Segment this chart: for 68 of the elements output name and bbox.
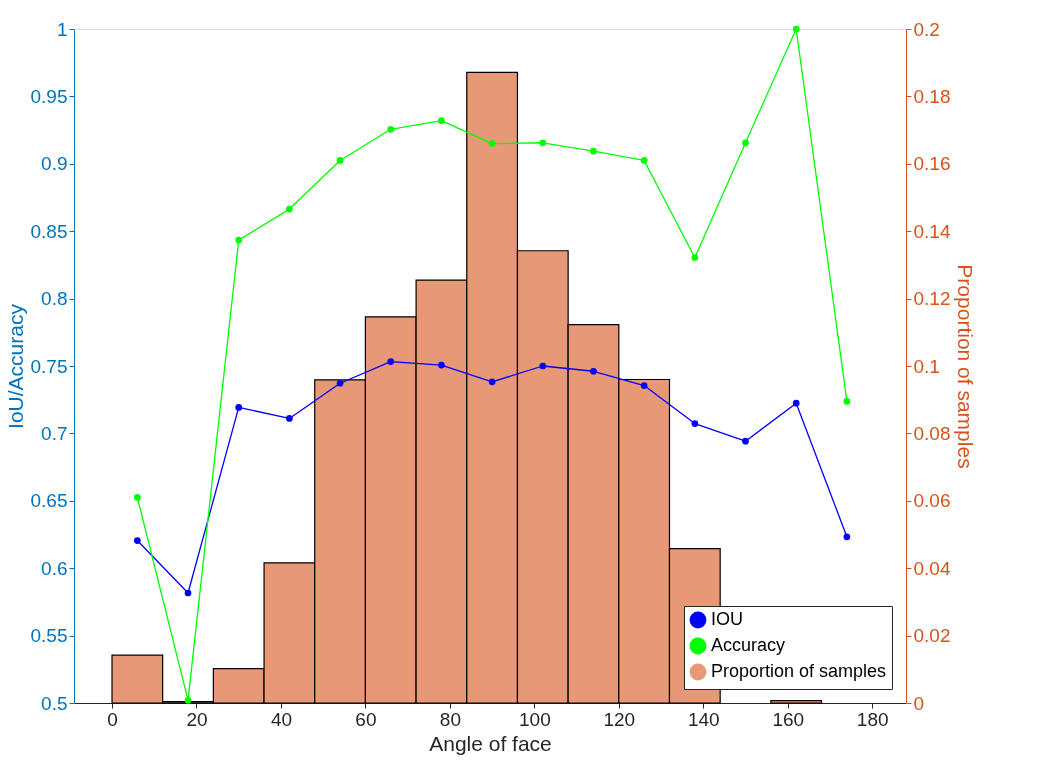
y-tick-label: 0.65 <box>30 490 68 512</box>
x-tick-label: 140 <box>687 708 720 730</box>
x-tick-label: 20 <box>186 708 208 730</box>
y-tick-label: 0.9 <box>41 153 68 175</box>
point <box>792 25 800 33</box>
point <box>843 533 851 541</box>
point <box>336 157 344 164</box>
point <box>843 398 851 405</box>
point <box>539 139 547 147</box>
y-tick-label: 0.55 <box>30 625 68 647</box>
point <box>134 494 141 501</box>
x-tick-label: 40 <box>270 708 293 730</box>
y-tick-label: 0.8 <box>41 288 68 310</box>
point <box>184 589 192 597</box>
point <box>691 254 699 261</box>
y2-tick-label: 0.14 <box>913 220 951 242</box>
point <box>590 367 597 375</box>
y-tick-label: 0.95 <box>30 85 68 107</box>
legend-label: Proportion of samples <box>711 661 887 681</box>
legend-label: Accuracy <box>711 635 786 655</box>
point <box>590 147 597 155</box>
y-tick-label: 0.6 <box>41 557 68 579</box>
y2-tick-label: 0.08 <box>913 422 951 444</box>
point <box>742 437 749 445</box>
y-tick-label: 1 <box>56 18 68 40</box>
x-tick-label: 180 <box>856 708 889 730</box>
y-tick-label: 0.75 <box>30 355 68 377</box>
point <box>184 696 192 704</box>
y2-tick-label: 0.1 <box>913 355 940 377</box>
y-axis-title: IoU/Accuracy <box>3 303 27 429</box>
point <box>488 378 496 386</box>
point <box>134 537 141 544</box>
x-tick-label: 80 <box>439 708 461 730</box>
x-axis-title: Angle of face <box>429 731 552 755</box>
y2-tick-label: 0.06 <box>913 490 951 512</box>
y-tick-label: 0.5 <box>41 692 68 714</box>
point <box>691 420 699 427</box>
point <box>742 139 749 147</box>
x-tick-label: 160 <box>772 708 805 730</box>
point <box>387 125 395 133</box>
point <box>336 379 344 387</box>
point <box>387 358 395 365</box>
y2-tick-label: 0.04 <box>913 557 951 579</box>
y2-tick-label: 0 <box>913 692 925 714</box>
point <box>640 382 648 389</box>
x-tick-label: 100 <box>518 708 551 730</box>
y-tick-label: 0.7 <box>41 422 68 444</box>
legend-label: IOU <box>711 609 744 629</box>
point <box>539 362 547 370</box>
point <box>488 140 496 147</box>
point <box>792 399 800 407</box>
point <box>235 236 243 244</box>
y2-axis-title: Proportion of samples <box>954 264 978 469</box>
x-tick-label: 120 <box>603 708 636 730</box>
point <box>235 404 243 411</box>
y2-tick-label: 0.16 <box>913 153 951 175</box>
y2-tick-label: 0.2 <box>913 18 940 40</box>
x-tick-label: 0 <box>107 708 118 730</box>
y-tick-label: 0.85 <box>30 220 68 242</box>
point <box>286 205 293 213</box>
point <box>438 117 445 125</box>
point <box>438 361 445 369</box>
y2-tick-label: 0.02 <box>913 625 951 647</box>
x-tick-label: 60 <box>355 708 377 730</box>
point <box>286 415 293 422</box>
y2-tick-label: 0.12 <box>913 288 951 310</box>
point <box>640 157 648 164</box>
y2-tick-label: 0.18 <box>913 85 951 107</box>
